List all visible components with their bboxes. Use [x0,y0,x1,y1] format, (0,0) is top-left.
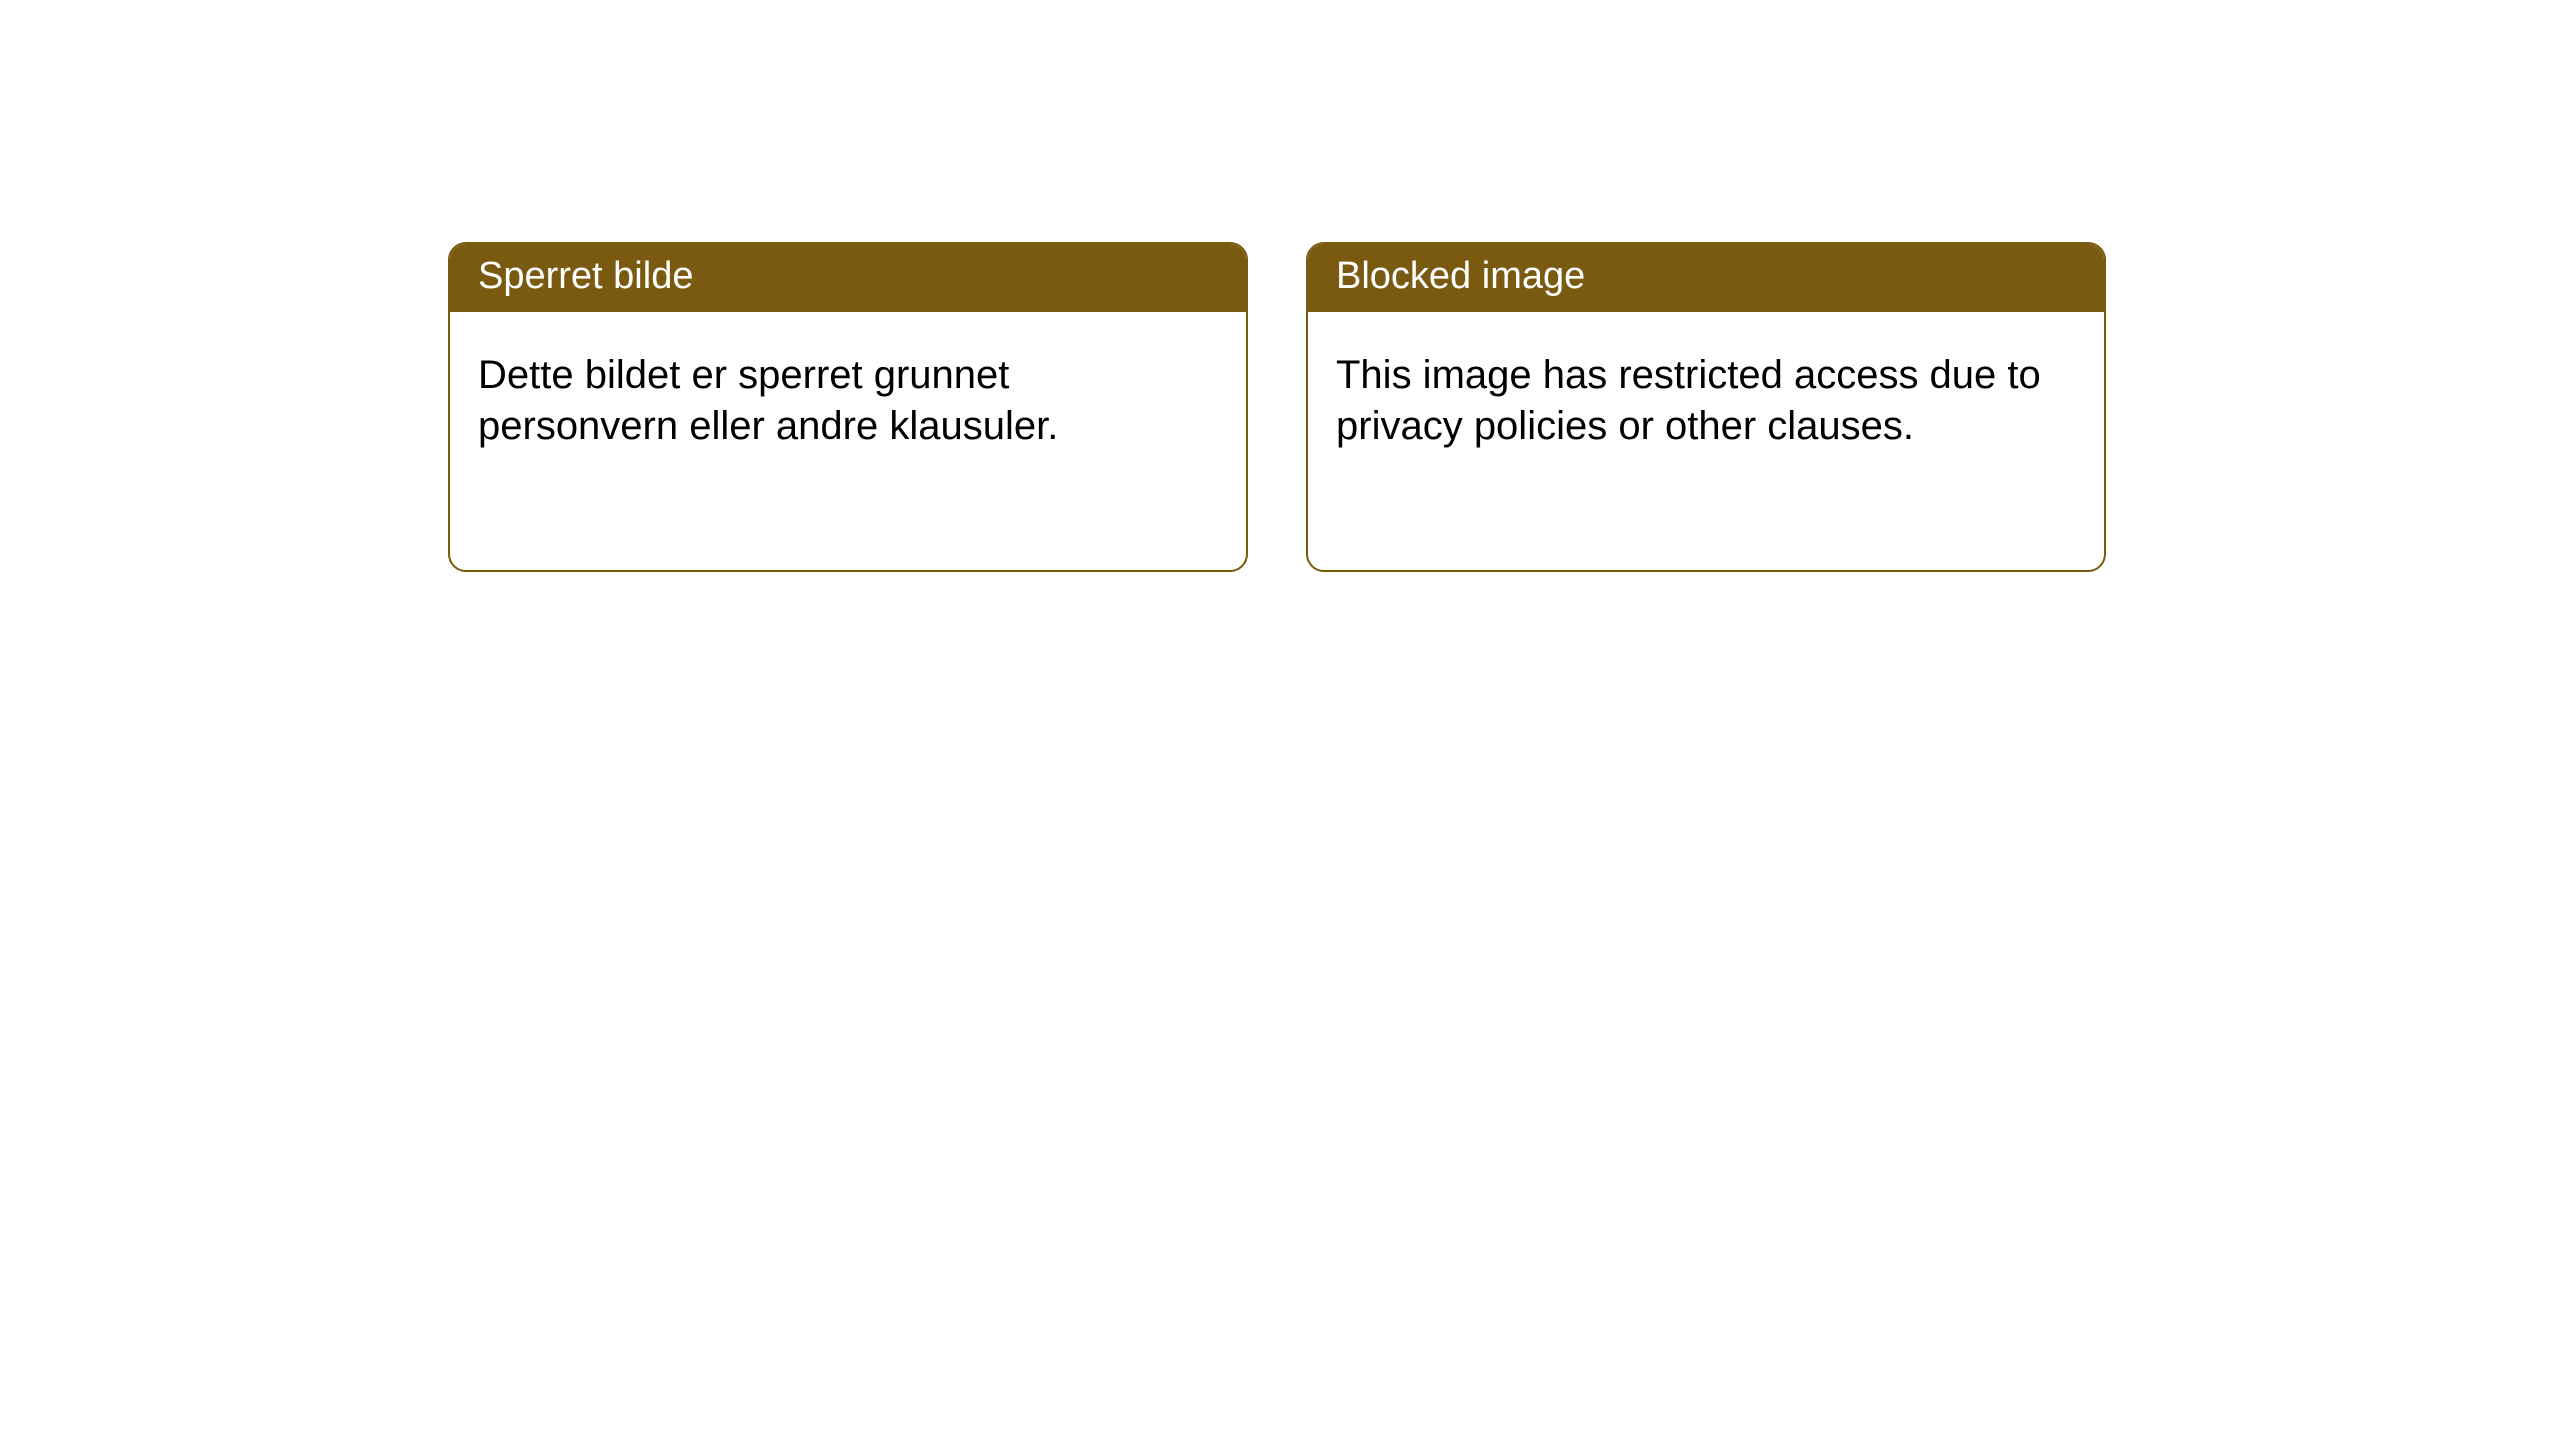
notice-card-english: Blocked image This image has restricted … [1306,242,2106,572]
notice-container: Sperret bilde Dette bildet er sperret gr… [0,0,2560,572]
notice-title-english: Blocked image [1308,244,2104,312]
notice-title-norwegian: Sperret bilde [450,244,1246,312]
notice-card-norwegian: Sperret bilde Dette bildet er sperret gr… [448,242,1248,572]
notice-body-norwegian: Dette bildet er sperret grunnet personve… [450,312,1246,480]
notice-body-english: This image has restricted access due to … [1308,312,2104,480]
